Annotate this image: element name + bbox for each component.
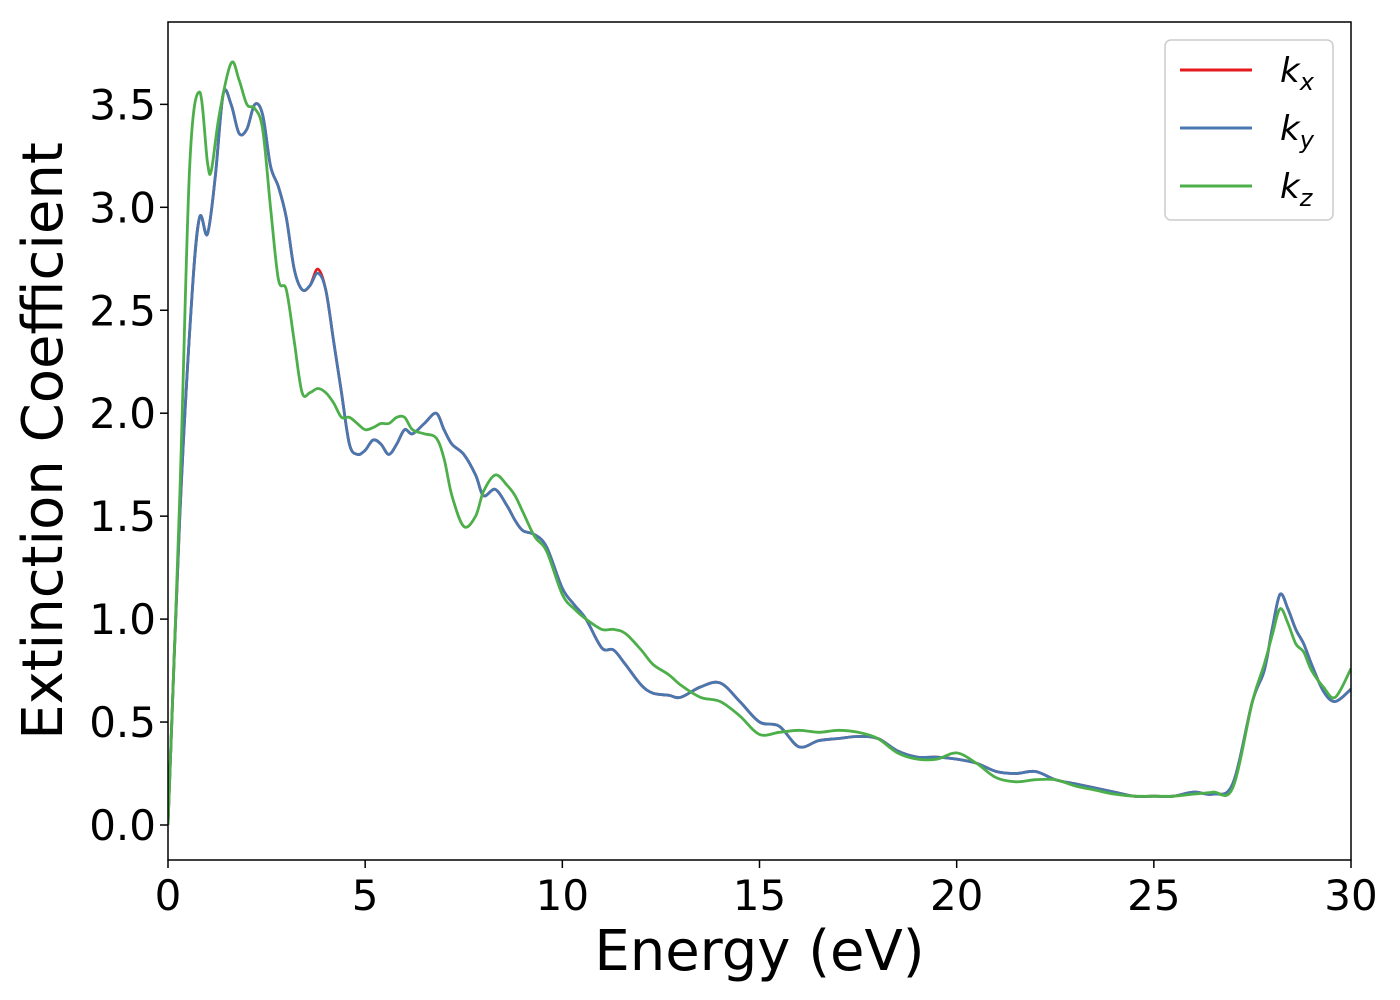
y-axis-ticks: 0.0 0.5 1.0 1.5 2.0 2.5 3.0 3.5 bbox=[89, 80, 168, 850]
legend-label-main: k bbox=[1280, 167, 1301, 207]
y-tick-label: 3.5 bbox=[89, 80, 156, 129]
x-tick-label: 15 bbox=[733, 871, 786, 920]
x-tick-label: 20 bbox=[930, 871, 983, 920]
series-line-kz bbox=[168, 60, 1351, 826]
x-tick-label: 0 bbox=[155, 871, 182, 920]
x-tick-label: 25 bbox=[1127, 871, 1180, 920]
legend-label-main: k bbox=[1280, 109, 1301, 149]
x-axis-ticks: 0 5 10 15 20 25 30 bbox=[155, 860, 1378, 920]
y-tick-label: 0.0 bbox=[89, 801, 156, 850]
series-layer bbox=[168, 60, 1351, 826]
legend-label-kx: kx bbox=[1280, 51, 1315, 96]
legend-label-subscript: x bbox=[1299, 68, 1315, 96]
y-tick-label: 0.5 bbox=[89, 698, 156, 747]
x-tick-label: 30 bbox=[1324, 871, 1377, 920]
legend-label-ky: ky bbox=[1280, 109, 1315, 154]
y-tick-label: 2.0 bbox=[89, 389, 156, 438]
x-tick-label: 5 bbox=[352, 871, 379, 920]
y-tick-label: 3.0 bbox=[89, 183, 156, 232]
legend-label-subscript: y bbox=[1299, 126, 1315, 154]
legend-label-subscript: z bbox=[1299, 184, 1314, 212]
y-tick-label: 1.0 bbox=[89, 595, 156, 644]
x-axis-label: Energy (eV) bbox=[594, 919, 924, 984]
legend-label-kz: kz bbox=[1280, 167, 1314, 212]
y-tick-label: 1.5 bbox=[89, 492, 156, 541]
y-axis-label: Extinction Coefficient bbox=[11, 142, 76, 740]
legend-label-main: k bbox=[1280, 51, 1301, 91]
legend-frame bbox=[1164, 39, 1334, 221]
x-tick-label: 10 bbox=[536, 871, 589, 920]
y-tick-label: 2.5 bbox=[89, 286, 156, 335]
